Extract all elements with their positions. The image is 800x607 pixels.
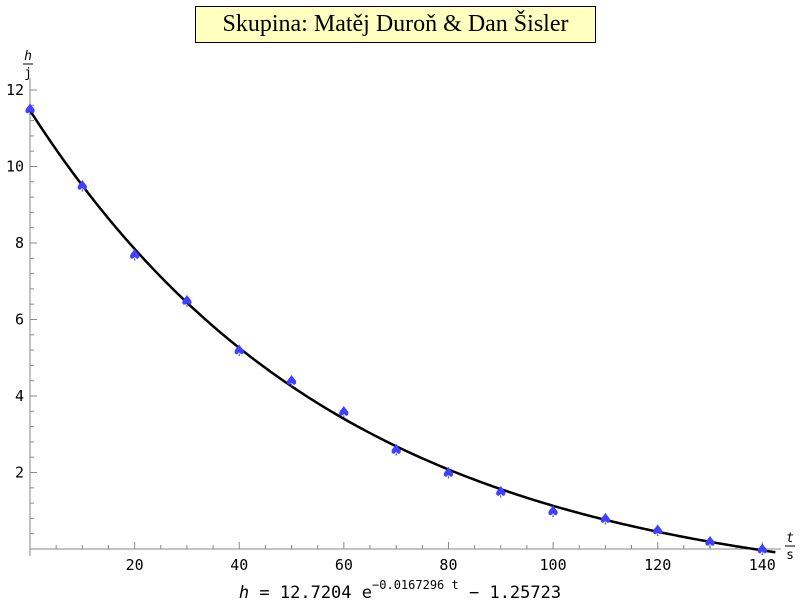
- data-point: ♠: [703, 532, 717, 551]
- y-axis-label-numerator: h: [24, 49, 32, 64]
- data-point: ♠: [75, 177, 89, 196]
- x-tick-label: 120: [644, 556, 671, 574]
- x-tick-label: 80: [439, 556, 457, 574]
- fit-formula: h = 12.7204 e−0.0167296 t − 1.25723: [0, 578, 800, 603]
- x-tick-label: 20: [126, 556, 144, 574]
- x-axis-label-denominator: s: [786, 548, 794, 563]
- formula-exponent: −0.0167296 t: [372, 578, 459, 592]
- y-tick-label: 6: [15, 311, 24, 329]
- formula-coef: 12.7204: [279, 583, 352, 603]
- x-tick-label: 100: [540, 556, 567, 574]
- data-point: ♠: [127, 245, 141, 264]
- y-tick-label: 2: [15, 464, 24, 482]
- y-tick-label: 4: [15, 387, 24, 405]
- axes: [29, 78, 781, 556]
- formula-eq: =: [259, 583, 270, 603]
- formula-base: e: [361, 583, 373, 603]
- data-point: ♠: [651, 521, 665, 540]
- chart-title: Skupina: Matěj Duroň & Dan Šisler: [195, 6, 596, 43]
- axis-labels: hj ts: [23, 49, 795, 563]
- x-tick-label: 60: [335, 556, 353, 574]
- data-point: ♠: [598, 509, 612, 528]
- y-tick-label: 10: [6, 158, 24, 176]
- data-points: ♠ ♠ ♠ ♠ ♠ ♠ ♠ ♠ ♠ ♠ ♠ ♠ ♠ ♠ ♠: [23, 100, 770, 559]
- data-point: ♠: [337, 402, 351, 421]
- x-tick-label: 40: [230, 556, 248, 574]
- data-point: ♠: [441, 464, 455, 483]
- fit-curve: [28, 109, 776, 554]
- x-tick-label: 140: [749, 556, 776, 574]
- data-point: ♠: [494, 483, 508, 502]
- y-tick-label: 12: [6, 81, 24, 99]
- y-tick-label: 8: [15, 234, 24, 252]
- formula-tail: − 1.25723: [468, 583, 562, 603]
- fit-curve-group: [28, 109, 776, 554]
- data-point: ♠: [180, 291, 194, 310]
- data-point: ♠: [389, 441, 403, 460]
- data-point: ♠: [546, 502, 560, 521]
- data-point: ♠: [23, 100, 37, 119]
- data-point: ♠: [755, 540, 769, 559]
- data-point: ♠: [232, 341, 246, 360]
- formula-lhs: h: [238, 583, 250, 603]
- y-axis-label-denominator: j: [24, 66, 32, 81]
- data-point: ♠: [284, 372, 298, 391]
- ticks: 20 40 60 80 100 120 140 2 4 6 8 10 12: [6, 81, 776, 574]
- x-axis-label-numerator: t: [786, 531, 794, 546]
